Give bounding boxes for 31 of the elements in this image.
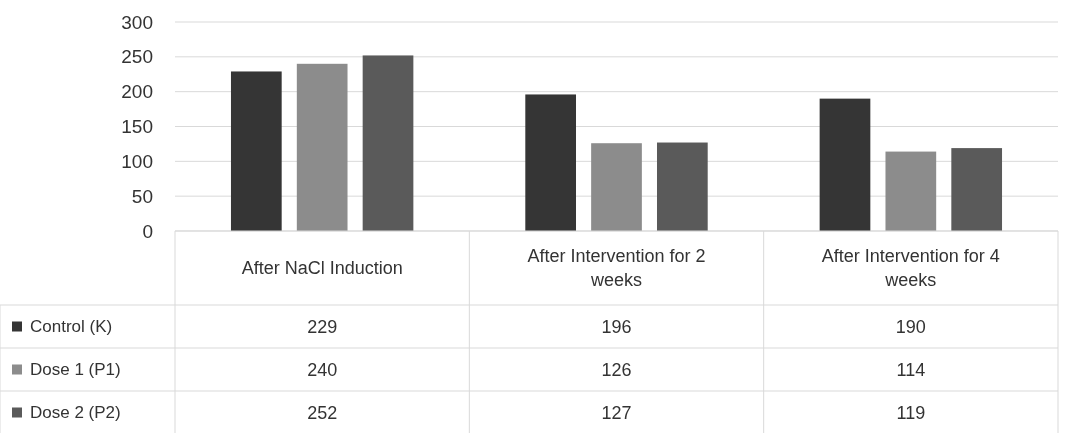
x-tick-label: After Intervention for 4 weeks <box>821 246 1000 291</box>
data-label: 114 <box>896 359 926 380</box>
data-label: 240 <box>307 359 338 380</box>
y-tick-label: 200 <box>121 81 153 103</box>
y-tick-label: 300 <box>121 11 153 33</box>
data-label: 252 <box>307 402 338 423</box>
bar <box>819 98 871 231</box>
data-label: 190 <box>895 316 926 337</box>
data-label: 196 <box>601 316 632 337</box>
legend-label: Dose 2 (P2) <box>30 403 121 423</box>
y-tick-label: 150 <box>121 116 153 138</box>
bar <box>230 71 282 231</box>
data-label: 119 <box>896 402 926 423</box>
bar <box>591 143 642 231</box>
data-label: 126 <box>601 359 632 380</box>
bar <box>657 142 708 231</box>
legend-label: Dose 1 (P1) <box>30 360 121 380</box>
legend-label: Control (K) <box>30 317 113 337</box>
data-label: 127 <box>601 402 632 423</box>
x-tick-label: After NaCl Induction <box>241 258 403 279</box>
bar <box>362 55 414 231</box>
data-label: 229 <box>307 316 338 337</box>
y-tick-label: 50 <box>131 185 153 207</box>
y-tick-label: 100 <box>121 150 153 172</box>
x-tick-label: After Intervention for 2 weeks <box>527 246 706 291</box>
bar <box>951 148 1003 231</box>
bar <box>525 94 576 231</box>
bar <box>885 151 937 231</box>
y-tick-label: 0 <box>142 220 153 242</box>
bar <box>296 63 348 231</box>
y-tick-label: 250 <box>121 46 153 68</box>
